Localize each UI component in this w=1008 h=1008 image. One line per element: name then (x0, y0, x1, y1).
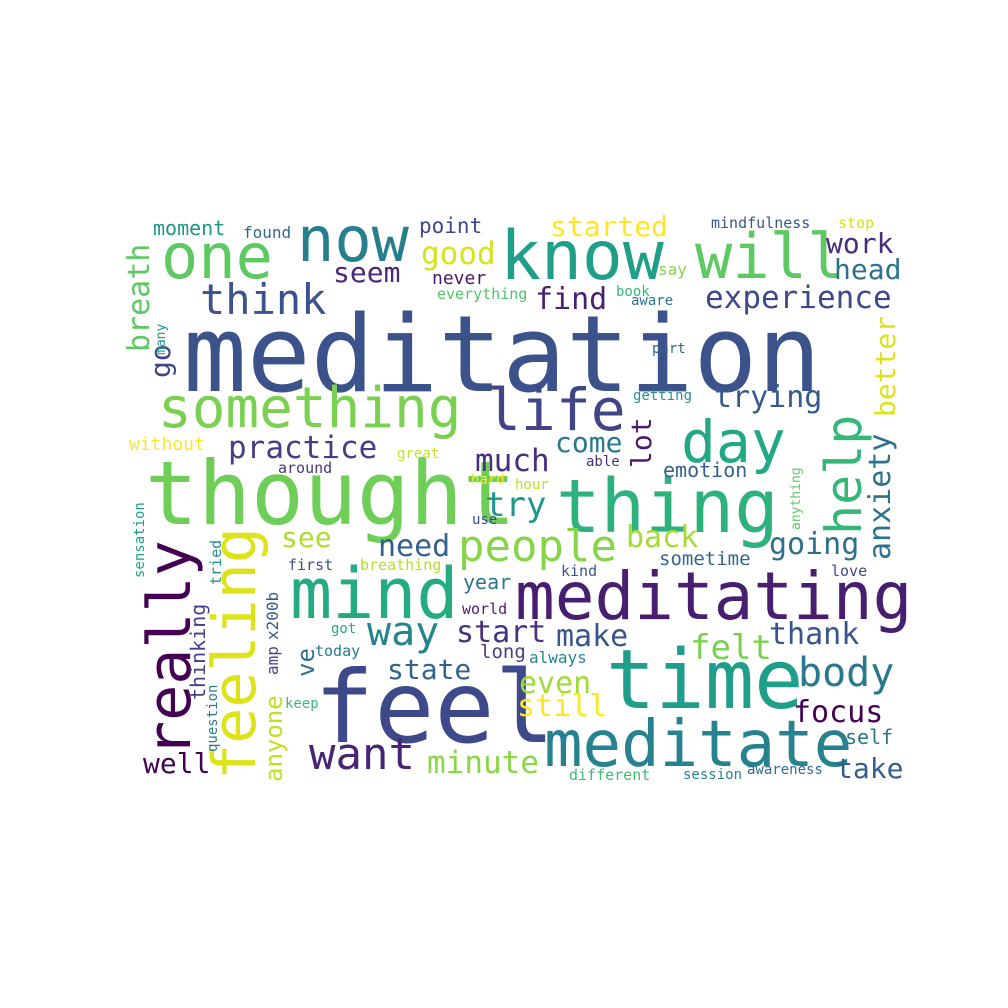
word-going: going (769, 527, 860, 562)
word-awareness: awareness (747, 762, 823, 778)
word-use: use (472, 512, 498, 528)
word-now: now (297, 203, 409, 276)
word-practice: practice (228, 430, 378, 466)
word-take: take (836, 752, 904, 785)
word-meditating: meditating (515, 558, 913, 635)
word-many: many (154, 323, 169, 355)
word-much: much (475, 443, 550, 479)
word-stop: stop (838, 214, 875, 232)
word-one: one (161, 220, 273, 293)
word-hour: hour (515, 477, 549, 493)
word-different: different (569, 766, 651, 784)
word-seem: seem (333, 256, 401, 289)
word-trying: trying (714, 380, 823, 415)
word-session: session (683, 767, 743, 783)
word-well: well (143, 747, 211, 780)
word-got: got (331, 621, 357, 637)
word-better: better (869, 315, 902, 417)
word-sometime: sometime (659, 548, 751, 570)
word-day: day (681, 408, 786, 476)
word-need: need (378, 529, 451, 564)
word-meditate: meditate (544, 708, 853, 782)
word-see: see (281, 521, 332, 554)
word-life: life (486, 376, 626, 444)
word-anything: anything (789, 467, 804, 530)
word-felt: felt (690, 628, 772, 668)
word-self: self (845, 725, 894, 749)
word-mindfulness: mindfulness (711, 214, 811, 232)
word-lot: lot (625, 417, 658, 468)
word-minute: minute (427, 745, 539, 781)
word-long: long (480, 641, 526, 663)
word-thank: thank (769, 617, 860, 652)
word-something: something (158, 376, 462, 441)
word-help: help (815, 414, 873, 535)
word-year: year (463, 570, 512, 594)
word-kind: kind (561, 562, 598, 580)
word-back: back (626, 520, 699, 555)
word-around: around (278, 459, 333, 477)
word-people: people (458, 521, 617, 572)
word-come: come (555, 426, 623, 459)
word-meditation: meditation (183, 293, 822, 416)
word-emotion: emotion (663, 458, 748, 482)
word-world: world (462, 600, 508, 618)
word-anyone: anyone (260, 695, 288, 782)
word-good: good (421, 236, 496, 272)
word-body: body (798, 650, 895, 696)
word-question: question (205, 684, 221, 752)
word-breath: breath (122, 243, 157, 352)
word-started: started (550, 210, 669, 243)
word-sensation: sensation (132, 502, 148, 578)
word-never: never (432, 268, 487, 289)
word-x200b: x200b (263, 591, 282, 640)
word-think: think (200, 275, 327, 324)
word-everything: everything (437, 285, 528, 303)
word-way: way (367, 609, 440, 655)
word-tried: tried (207, 539, 225, 585)
word-make: make (556, 619, 629, 654)
word-say: say (658, 260, 687, 279)
word-point: point (419, 214, 483, 238)
word-state: state (387, 653, 472, 686)
word-great: great (397, 446, 440, 462)
word-breathing: breathing (360, 556, 442, 574)
word-will: will (695, 220, 845, 293)
word-keep: keep (285, 696, 319, 712)
word-work: work (826, 227, 894, 260)
word-book: book (616, 284, 650, 300)
word-hard: hard (471, 472, 505, 488)
word-first: first (288, 556, 334, 574)
word-love: love (831, 562, 868, 580)
word-mind: mind (290, 553, 459, 635)
word-focus: focus (793, 695, 884, 730)
word-today: today (315, 642, 361, 660)
word-part: part (652, 341, 686, 357)
word-even: even (519, 666, 592, 701)
word-thing: thing (556, 464, 779, 550)
word-able: able (586, 454, 620, 470)
word-moment: moment (153, 216, 226, 240)
word-want: want (309, 729, 415, 780)
word-head: head (834, 253, 902, 286)
word-feel: feel (314, 649, 555, 766)
word-still: still (517, 689, 608, 724)
word-getting: getting (633, 388, 693, 404)
word-start: start (456, 615, 547, 650)
word-know: know (500, 217, 664, 296)
word-time: time (606, 633, 804, 728)
word-amp: amp (263, 646, 282, 675)
word-experience: experience (705, 280, 892, 316)
word-anxiety: anxiety (863, 433, 898, 560)
word-find: find (535, 282, 608, 317)
word-without: without (129, 434, 205, 455)
word-always: always (529, 648, 587, 667)
word-found: found (243, 223, 292, 242)
word-aware: aware (631, 293, 674, 309)
word-thought: thought (145, 442, 516, 545)
word-try: try (485, 485, 547, 525)
